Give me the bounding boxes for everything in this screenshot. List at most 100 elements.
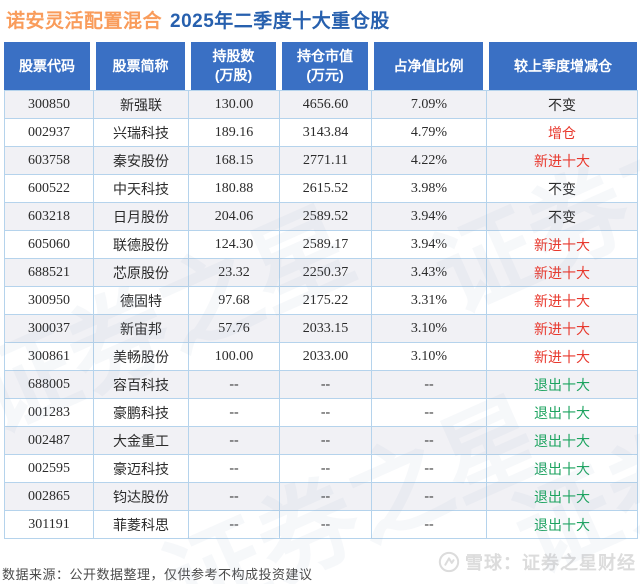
header-stock-code: 股票代码: [4, 42, 93, 90]
stock-code-cell: 688005: [4, 370, 94, 399]
stock-code-cell: 300950: [4, 286, 94, 315]
table-row: 002865 钧达股份 -- -- -- 退出十大: [4, 482, 638, 511]
shares-cell: 168.15: [188, 146, 280, 175]
value-cell: 2033.00: [279, 342, 372, 371]
xueqiu-logo-icon: [438, 551, 460, 573]
shares-cell: --: [188, 510, 280, 539]
header-net-ratio: 占净值比例: [371, 42, 486, 90]
table-row: 600522 中天科技 180.88 2615.52 3.98% 不变: [4, 174, 638, 203]
stock-code-cell: 002865: [4, 482, 94, 511]
stock-name-cell: 美畅股份: [93, 342, 189, 371]
change-cell: 不变: [486, 90, 638, 119]
stock-code-cell: 300850: [4, 90, 94, 119]
stock-name-cell: 豪迈科技: [93, 454, 189, 483]
table-row: 300037 新宙邦 57.76 2033.15 3.10% 新进十大: [4, 314, 638, 343]
stock-code-cell: 001283: [4, 398, 94, 427]
shares-cell: 124.30: [188, 230, 280, 259]
value-cell: 2250.37: [279, 258, 372, 287]
table-row: 300950 德固特 97.68 2175.22 3.31% 新进十大: [4, 286, 638, 315]
shares-cell: --: [188, 454, 280, 483]
shares-cell: 189.16: [188, 118, 280, 147]
ratio-cell: --: [371, 370, 487, 399]
shares-cell: 180.88: [188, 174, 280, 203]
value-cell: 2589.52: [279, 202, 372, 231]
table-row: 301191 菲菱科思 -- -- -- 退出十大: [4, 510, 638, 539]
value-cell: 2175.22: [279, 286, 372, 315]
shares-cell: 23.32: [188, 258, 280, 287]
stock-code-cell: 300861: [4, 342, 94, 371]
stock-name-cell: 豪鹏科技: [93, 398, 189, 427]
stock-name-cell: 大金重工: [93, 426, 189, 455]
value-cell: 2033.15: [279, 314, 372, 343]
ratio-cell: 3.94%: [371, 230, 487, 259]
stock-code-cell: 002937: [4, 118, 94, 147]
table-row: 605060 联德股份 124.30 2589.17 3.94% 新进十大: [4, 230, 638, 259]
change-cell: 不变: [486, 202, 638, 231]
ratio-cell: 3.10%: [371, 314, 487, 343]
brand-text: 雪球：证券之星财经: [465, 553, 636, 573]
ratio-cell: 3.31%: [371, 286, 487, 315]
header-change: 较上季度增减仓: [486, 42, 637, 90]
change-cell: 新进十大: [486, 342, 638, 371]
table-row: 603218 日月股份 204.06 2589.52 3.94% 不变: [4, 202, 638, 231]
table-row: 603758 秦安股份 168.15 2771.11 4.22% 新进十大: [4, 146, 638, 175]
stock-name-cell: 秦安股份: [93, 146, 189, 175]
stock-name-cell: 菲菱科思: [93, 510, 189, 539]
header-shares: 持股数 (万股): [188, 42, 279, 90]
value-cell: --: [279, 398, 372, 427]
value-cell: 3143.84: [279, 118, 372, 147]
change-cell: 退出十大: [486, 398, 638, 427]
shares-cell: --: [188, 398, 280, 427]
ratio-cell: 3.94%: [371, 202, 487, 231]
ratio-cell: --: [371, 454, 487, 483]
ratio-cell: --: [371, 426, 487, 455]
shares-cell: 97.68: [188, 286, 280, 315]
report-period: 2025年二季度十大重仓股: [170, 11, 390, 32]
stock-name-cell: 容百科技: [93, 370, 189, 399]
ratio-cell: 4.22%: [371, 146, 487, 175]
table-row: 300861 美畅股份 100.00 2033.00 3.10% 新进十大: [4, 342, 638, 371]
data-source-note: 数据来源：公开数据整理，仅供参考不构成投资建议: [2, 567, 313, 582]
table-row: 002487 大金重工 -- -- -- 退出十大: [4, 426, 638, 455]
stock-code-cell: 600522: [4, 174, 94, 203]
stock-name-cell: 兴瑞科技: [93, 118, 189, 147]
value-cell: --: [279, 482, 372, 511]
header-stock-name: 股票简称: [93, 42, 188, 90]
header-market-value: 持仓市值 (万元): [279, 42, 371, 90]
shares-cell: 130.00: [188, 90, 280, 119]
stock-code-cell: 603758: [4, 146, 94, 175]
change-cell: 退出十大: [486, 370, 638, 399]
shares-cell: 204.06: [188, 202, 280, 231]
change-cell: 新进十大: [486, 146, 638, 175]
table-row: 688005 容百科技 -- -- -- 退出十大: [4, 370, 638, 399]
value-cell: 2615.52: [279, 174, 372, 203]
shares-cell: 100.00: [188, 342, 280, 371]
value-cell: --: [279, 454, 372, 483]
table-row: 001283 豪鹏科技 -- -- -- 退出十大: [4, 398, 638, 427]
change-cell: 新进十大: [486, 230, 638, 259]
stock-code-cell: 300037: [4, 314, 94, 343]
stock-name-cell: 联德股份: [93, 230, 189, 259]
stock-name-cell: 日月股份: [93, 202, 189, 231]
table-row: 002595 豪迈科技 -- -- -- 退出十大: [4, 454, 638, 483]
shares-cell: 57.76: [188, 314, 280, 343]
stock-code-cell: 002487: [4, 426, 94, 455]
change-cell: 退出十大: [486, 482, 638, 511]
stock-code-cell: 603218: [4, 202, 94, 231]
change-cell: 退出十大: [486, 454, 638, 483]
change-cell: 新进十大: [486, 258, 638, 287]
table-header-row: 股票代码 股票简称 持股数 (万股) 持仓市值 (万元) 占净值比例 较上季度增…: [4, 42, 637, 90]
change-cell: 退出十大: [486, 426, 638, 455]
stock-name-cell: 钧达股份: [93, 482, 189, 511]
stock-code-cell: 688521: [4, 258, 94, 287]
stock-name-cell: 芯原股份: [93, 258, 189, 287]
page-title: 诺安灵活配置混合 2025年二季度十大重仓股: [6, 6, 390, 33]
stock-code-cell: 605060: [4, 230, 94, 259]
table-row: 688521 芯原股份 23.32 2250.37 3.43% 新进十大: [4, 258, 638, 287]
ratio-cell: 3.43%: [371, 258, 487, 287]
ratio-cell: --: [371, 510, 487, 539]
shares-cell: --: [188, 426, 280, 455]
change-cell: 不变: [486, 174, 638, 203]
ratio-cell: 7.09%: [371, 90, 487, 119]
